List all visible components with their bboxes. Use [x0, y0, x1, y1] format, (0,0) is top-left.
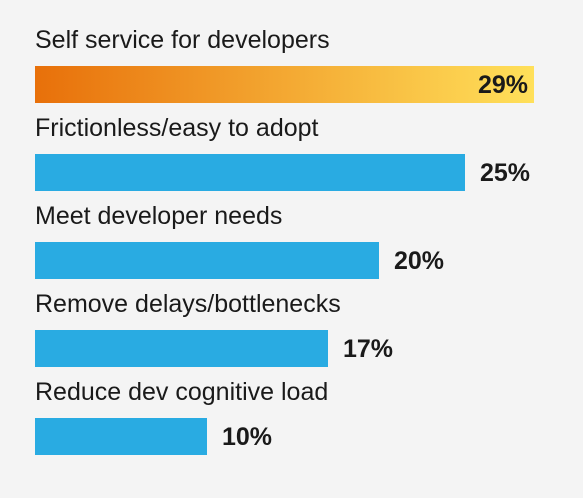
category-label: Self service for developers — [35, 26, 330, 54]
bar — [35, 418, 207, 455]
category-label: Reduce dev cognitive load — [35, 378, 329, 406]
bar — [35, 242, 379, 279]
bar — [35, 66, 534, 103]
value-label: 10% — [222, 423, 273, 451]
category-label: Meet developer needs — [35, 202, 283, 230]
value-label: 20% — [394, 247, 445, 275]
bar — [35, 154, 465, 191]
value-label: 25% — [480, 159, 531, 187]
category-label: Frictionless/easy to adopt — [35, 114, 319, 142]
value-label: 17% — [343, 335, 394, 363]
category-label: Remove delays/bottlenecks — [35, 290, 341, 318]
bar — [35, 330, 328, 367]
value-label: 29% — [478, 71, 529, 99]
